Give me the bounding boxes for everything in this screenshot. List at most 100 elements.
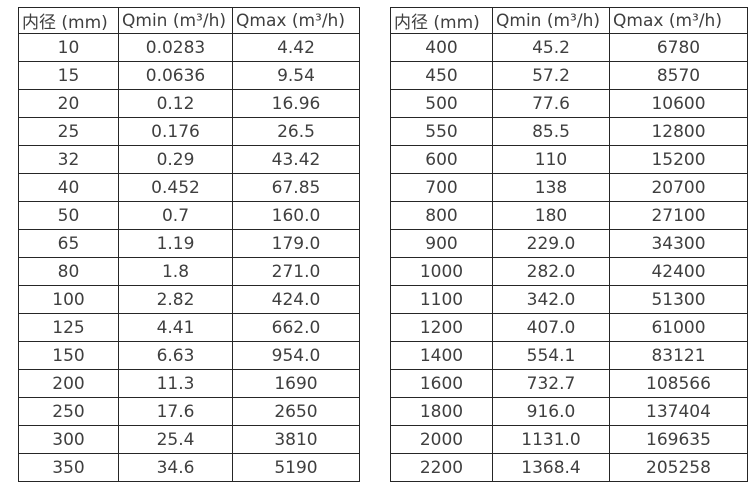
table-cell: 32: [18, 145, 119, 174]
table-cell: 1.8: [118, 257, 233, 286]
table-body-left: 10 0.0283 4.42 15 0.0636 9.54 20 0.12 16.96 25 0.1…: [18, 33, 360, 482]
table-cell: 1368.4: [492, 453, 610, 482]
table-cell: 6780: [609, 33, 748, 62]
table-cell: 0.176: [118, 117, 233, 146]
table-body-right: 400 45.2 6780 450 57.2 8570 500 77.6 10600 550 85.…: [390, 33, 748, 482]
table-row: 450 57.2 8570: [390, 61, 748, 90]
table-cell: 40: [18, 173, 119, 202]
table-row: 150 6.63 954.0: [18, 341, 360, 370]
table-cell: 732.7: [492, 369, 610, 398]
table-cell: 800: [390, 201, 493, 230]
table-cell: 160.0: [232, 201, 360, 230]
table-cell: 4.42: [232, 33, 360, 62]
flow-table-right: 内径 (mm) Qmin (m³/h) Qmax (m³/h) 400 45.2 6…: [390, 7, 748, 482]
table-cell: 77.6: [492, 89, 610, 118]
table-row: 1000 282.0 42400: [390, 257, 748, 286]
table-row: 32 0.29 43.42: [18, 145, 360, 174]
table-cell: 179.0: [232, 229, 360, 258]
table-cell: 1000: [390, 257, 493, 286]
table-cell: 16.96: [232, 89, 360, 118]
table-cell: 0.0636: [118, 61, 233, 90]
table-cell: 2650: [232, 397, 360, 426]
table-cell: 554.1: [492, 341, 610, 370]
table-cell: 110: [492, 145, 610, 174]
table-cell: 150: [18, 341, 119, 370]
table-row: 1200 407.0 61000: [390, 313, 748, 342]
table-cell: 0.29: [118, 145, 233, 174]
table-cell: 15: [18, 61, 119, 90]
table-cell: 15200: [609, 145, 748, 174]
table-cell: 20: [18, 89, 119, 118]
table-row: 250 17.6 2650: [18, 397, 360, 426]
table-cell: 100: [18, 285, 119, 314]
header-diameter: 内径 (mm): [18, 7, 119, 34]
table-row: 25 0.176 26.5: [18, 117, 360, 146]
table-cell: 20700: [609, 173, 748, 202]
table-cell: 0.452: [118, 173, 233, 202]
table-cell: 300: [18, 425, 119, 454]
table-cell: 350: [18, 453, 119, 482]
table-cell: 282.0: [492, 257, 610, 286]
table-cell: 1600: [390, 369, 493, 398]
table-cell: 229.0: [492, 229, 610, 258]
table-row: 700 138 20700: [390, 173, 748, 202]
table-cell: 342.0: [492, 285, 610, 314]
table-cell: 125: [18, 313, 119, 342]
table-cell: 2.82: [118, 285, 233, 314]
table-row: 2200 1368.4 205258: [390, 453, 748, 482]
table-row: 65 1.19 179.0: [18, 229, 360, 258]
table-cell: 180: [492, 201, 610, 230]
table-cell: 4.41: [118, 313, 233, 342]
table-cell: 424.0: [232, 285, 360, 314]
table-cell: 407.0: [492, 313, 610, 342]
table-cell: 26.5: [232, 117, 360, 146]
table-cell: 25.4: [118, 425, 233, 454]
table-row: 1800 916.0 137404: [390, 397, 748, 426]
table-cell: 1131.0: [492, 425, 610, 454]
table-cell: 83121: [609, 341, 748, 370]
table-cell: 8570: [609, 61, 748, 90]
header-qmax: Qmax (m³/h): [232, 7, 360, 34]
table-cell: 51300: [609, 285, 748, 314]
table-cell: 1400: [390, 341, 493, 370]
flow-table-left: 内径 (mm) Qmin (m³/h) Qmax (m³/h) 10 0.0283…: [18, 7, 360, 482]
table-cell: 10: [18, 33, 119, 62]
table-cell: 205258: [609, 453, 748, 482]
table-row: 10 0.0283 4.42: [18, 33, 360, 62]
table-cell: 11.3: [118, 369, 233, 398]
table-cell: 450: [390, 61, 493, 90]
table-row: 500 77.6 10600: [390, 89, 748, 118]
table-row: 900 229.0 34300: [390, 229, 748, 258]
table-cell: 61000: [609, 313, 748, 342]
table-cell: 10600: [609, 89, 748, 118]
table-cell: 0.0283: [118, 33, 233, 62]
table-cell: 85.5: [492, 117, 610, 146]
table-row: 100 2.82 424.0: [18, 285, 360, 314]
table-cell: 50: [18, 201, 119, 230]
table-cell: 200: [18, 369, 119, 398]
header-qmin: Qmin (m³/h): [118, 7, 233, 34]
table-cell: 271.0: [232, 257, 360, 286]
table-row: 600 110 15200: [390, 145, 748, 174]
table-row: 1600 732.7 108566: [390, 369, 748, 398]
table-cell: 42400: [609, 257, 748, 286]
table-cell: 34.6: [118, 453, 233, 482]
table-cell: 65: [18, 229, 119, 258]
table-row: 800 180 27100: [390, 201, 748, 230]
table-cell: 137404: [609, 397, 748, 426]
table-cell: 2200: [390, 453, 493, 482]
table-row: 350 34.6 5190: [18, 453, 360, 482]
table-cell: 6.63: [118, 341, 233, 370]
table-cell: 250: [18, 397, 119, 426]
table-cell: 17.6: [118, 397, 233, 426]
table-cell: 500: [390, 89, 493, 118]
table-row: 400 45.2 6780: [390, 33, 748, 62]
table-row: 300 25.4 3810: [18, 425, 360, 454]
table-cell: 1100: [390, 285, 493, 314]
table-row: 40 0.452 67.85: [18, 173, 360, 202]
table-cell: 25: [18, 117, 119, 146]
table-row: 1100 342.0 51300: [390, 285, 748, 314]
table-cell: 600: [390, 145, 493, 174]
table-cell: 12800: [609, 117, 748, 146]
